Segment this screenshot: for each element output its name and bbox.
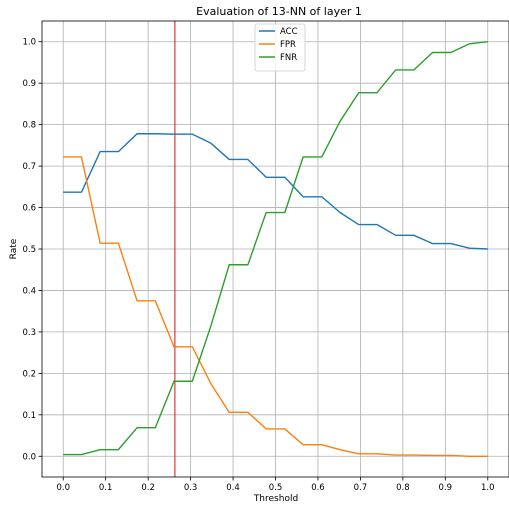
y-tick-label: 0.9 xyxy=(22,79,36,89)
legend-label-fnr: FNR xyxy=(280,53,297,63)
x-axis-ticks: 0.0 0.1 0.2 0.3 0.4 0.5 0.6 0.7 0.8 0.9 1.0 xyxy=(56,477,495,493)
series-line-fnr xyxy=(63,41,488,456)
legend-box xyxy=(254,23,306,72)
y-tick-label: 0.8 xyxy=(22,121,36,131)
y-axis-label: Rate xyxy=(9,238,19,259)
y-tick-label: 0.6 xyxy=(22,204,36,214)
y-tick-label: 0.5 xyxy=(22,245,36,255)
y-tick-label: 0.3 xyxy=(22,328,36,338)
y-tick-label: 0.2 xyxy=(22,369,36,379)
x-tick-label: 0.1 xyxy=(99,483,113,493)
legend-label-fpr: FPR xyxy=(280,40,296,50)
x-tick-label: 1.0 xyxy=(481,483,495,493)
series-line-fpr xyxy=(63,156,488,457)
x-tick-label: 0.3 xyxy=(184,483,198,493)
y-tick-label: 0.4 xyxy=(22,286,36,296)
x-tick-label: 0.8 xyxy=(396,483,410,493)
grid xyxy=(42,21,509,477)
legend-label-acc: ACC xyxy=(280,27,298,37)
x-tick-label: 0.5 xyxy=(269,483,283,493)
y-tick-label: 0.0 xyxy=(22,452,36,462)
chart-title: Evaluation of 13-NN of layer 1 xyxy=(196,5,362,18)
x-axis-label: Threshold xyxy=(253,494,298,504)
x-tick-label: 0.9 xyxy=(439,483,453,493)
x-tick-label: 0.6 xyxy=(311,483,325,493)
series-lines xyxy=(63,41,488,457)
x-tick-label: 0.0 xyxy=(56,483,70,493)
y-axis-ticks: 0.0 0.1 0.2 0.3 0.4 0.5 0.6 0.7 0.8 0.9 1.0 xyxy=(22,38,42,462)
y-tick-label: 0.1 xyxy=(22,411,36,421)
y-tick-label: 1.0 xyxy=(22,38,36,48)
legend: ACC FPR FNR xyxy=(254,23,306,72)
x-tick-label: 0.2 xyxy=(141,483,155,493)
series-line-acc xyxy=(63,133,488,250)
x-tick-label: 0.7 xyxy=(354,483,368,493)
y-tick-label: 0.7 xyxy=(22,162,36,172)
x-tick-label: 0.4 xyxy=(226,483,240,493)
